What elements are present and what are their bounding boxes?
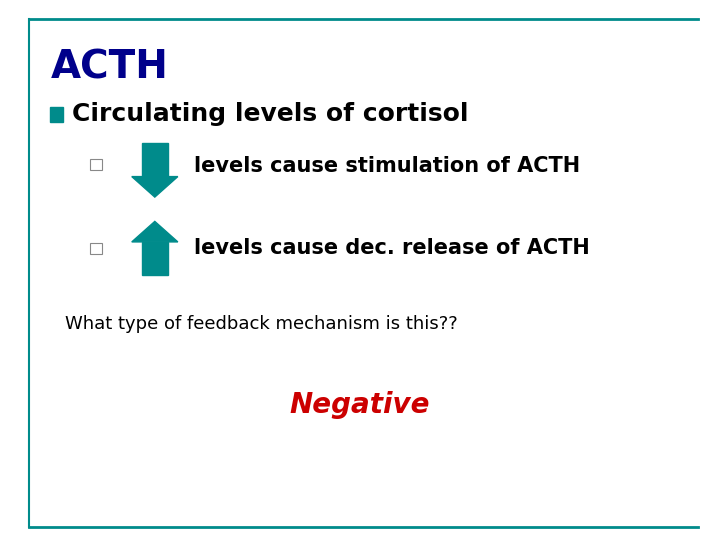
Text: Negative: Negative — [289, 391, 431, 419]
Bar — [50, 107, 63, 122]
Bar — [142, 242, 168, 275]
Polygon shape — [132, 177, 178, 197]
Bar — [90, 243, 102, 254]
Polygon shape — [132, 221, 178, 242]
Bar — [142, 143, 168, 177]
Text: What type of feedback mechanism is this??: What type of feedback mechanism is this?… — [65, 315, 457, 333]
Text: levels cause stimulation of ACTH: levels cause stimulation of ACTH — [194, 156, 580, 176]
Text: Circulating levels of cortisol: Circulating levels of cortisol — [72, 103, 469, 126]
Text: ACTH: ACTH — [50, 49, 168, 86]
Text: levels cause dec. release of ACTH: levels cause dec. release of ACTH — [194, 238, 590, 259]
Bar — [90, 159, 102, 170]
